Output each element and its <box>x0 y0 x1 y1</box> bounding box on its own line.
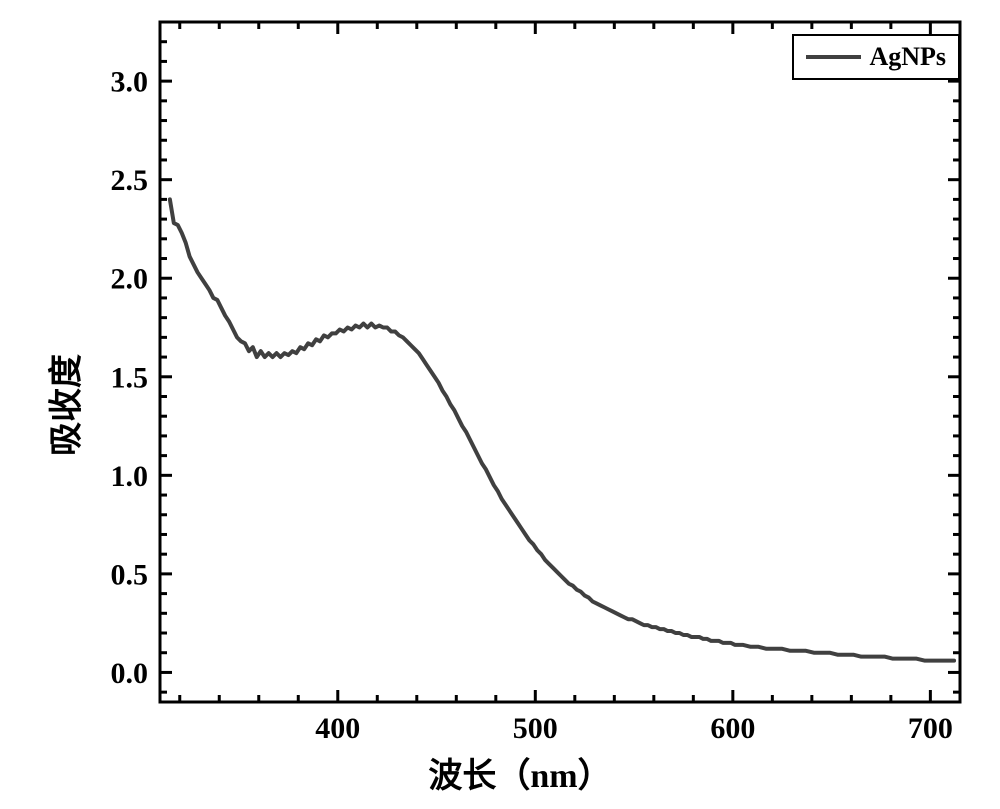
svg-text:1.5: 1.5 <box>111 361 149 394</box>
legend-line-icon <box>806 55 861 59</box>
y-axis-label: 吸收度 <box>39 354 88 456</box>
svg-text:2.0: 2.0 <box>111 263 149 296</box>
svg-text:700: 700 <box>908 712 953 745</box>
svg-text:3.0: 3.0 <box>111 66 149 99</box>
svg-text:1.0: 1.0 <box>111 460 149 493</box>
legend: AgNPs <box>792 34 960 80</box>
svg-text:2.5: 2.5 <box>111 164 149 197</box>
legend-label: AgNPs <box>869 42 946 72</box>
chart-container: 400 500 600 700 0.0 0.5 1.0 1.5 2.0 2.5 3.0 吸收度 波长… <box>0 0 1000 809</box>
svg-text:0.5: 0.5 <box>111 558 149 591</box>
svg-text:500: 500 <box>513 712 558 745</box>
svg-text:400: 400 <box>315 712 360 745</box>
svg-text:0.0: 0.0 <box>111 657 149 690</box>
x-axis-label: 波长（nm） <box>428 748 611 797</box>
chart-svg: 400 500 600 700 0.0 0.5 1.0 1.5 2.0 2.5 3.0 <box>0 0 1000 809</box>
svg-text:600: 600 <box>710 712 755 745</box>
